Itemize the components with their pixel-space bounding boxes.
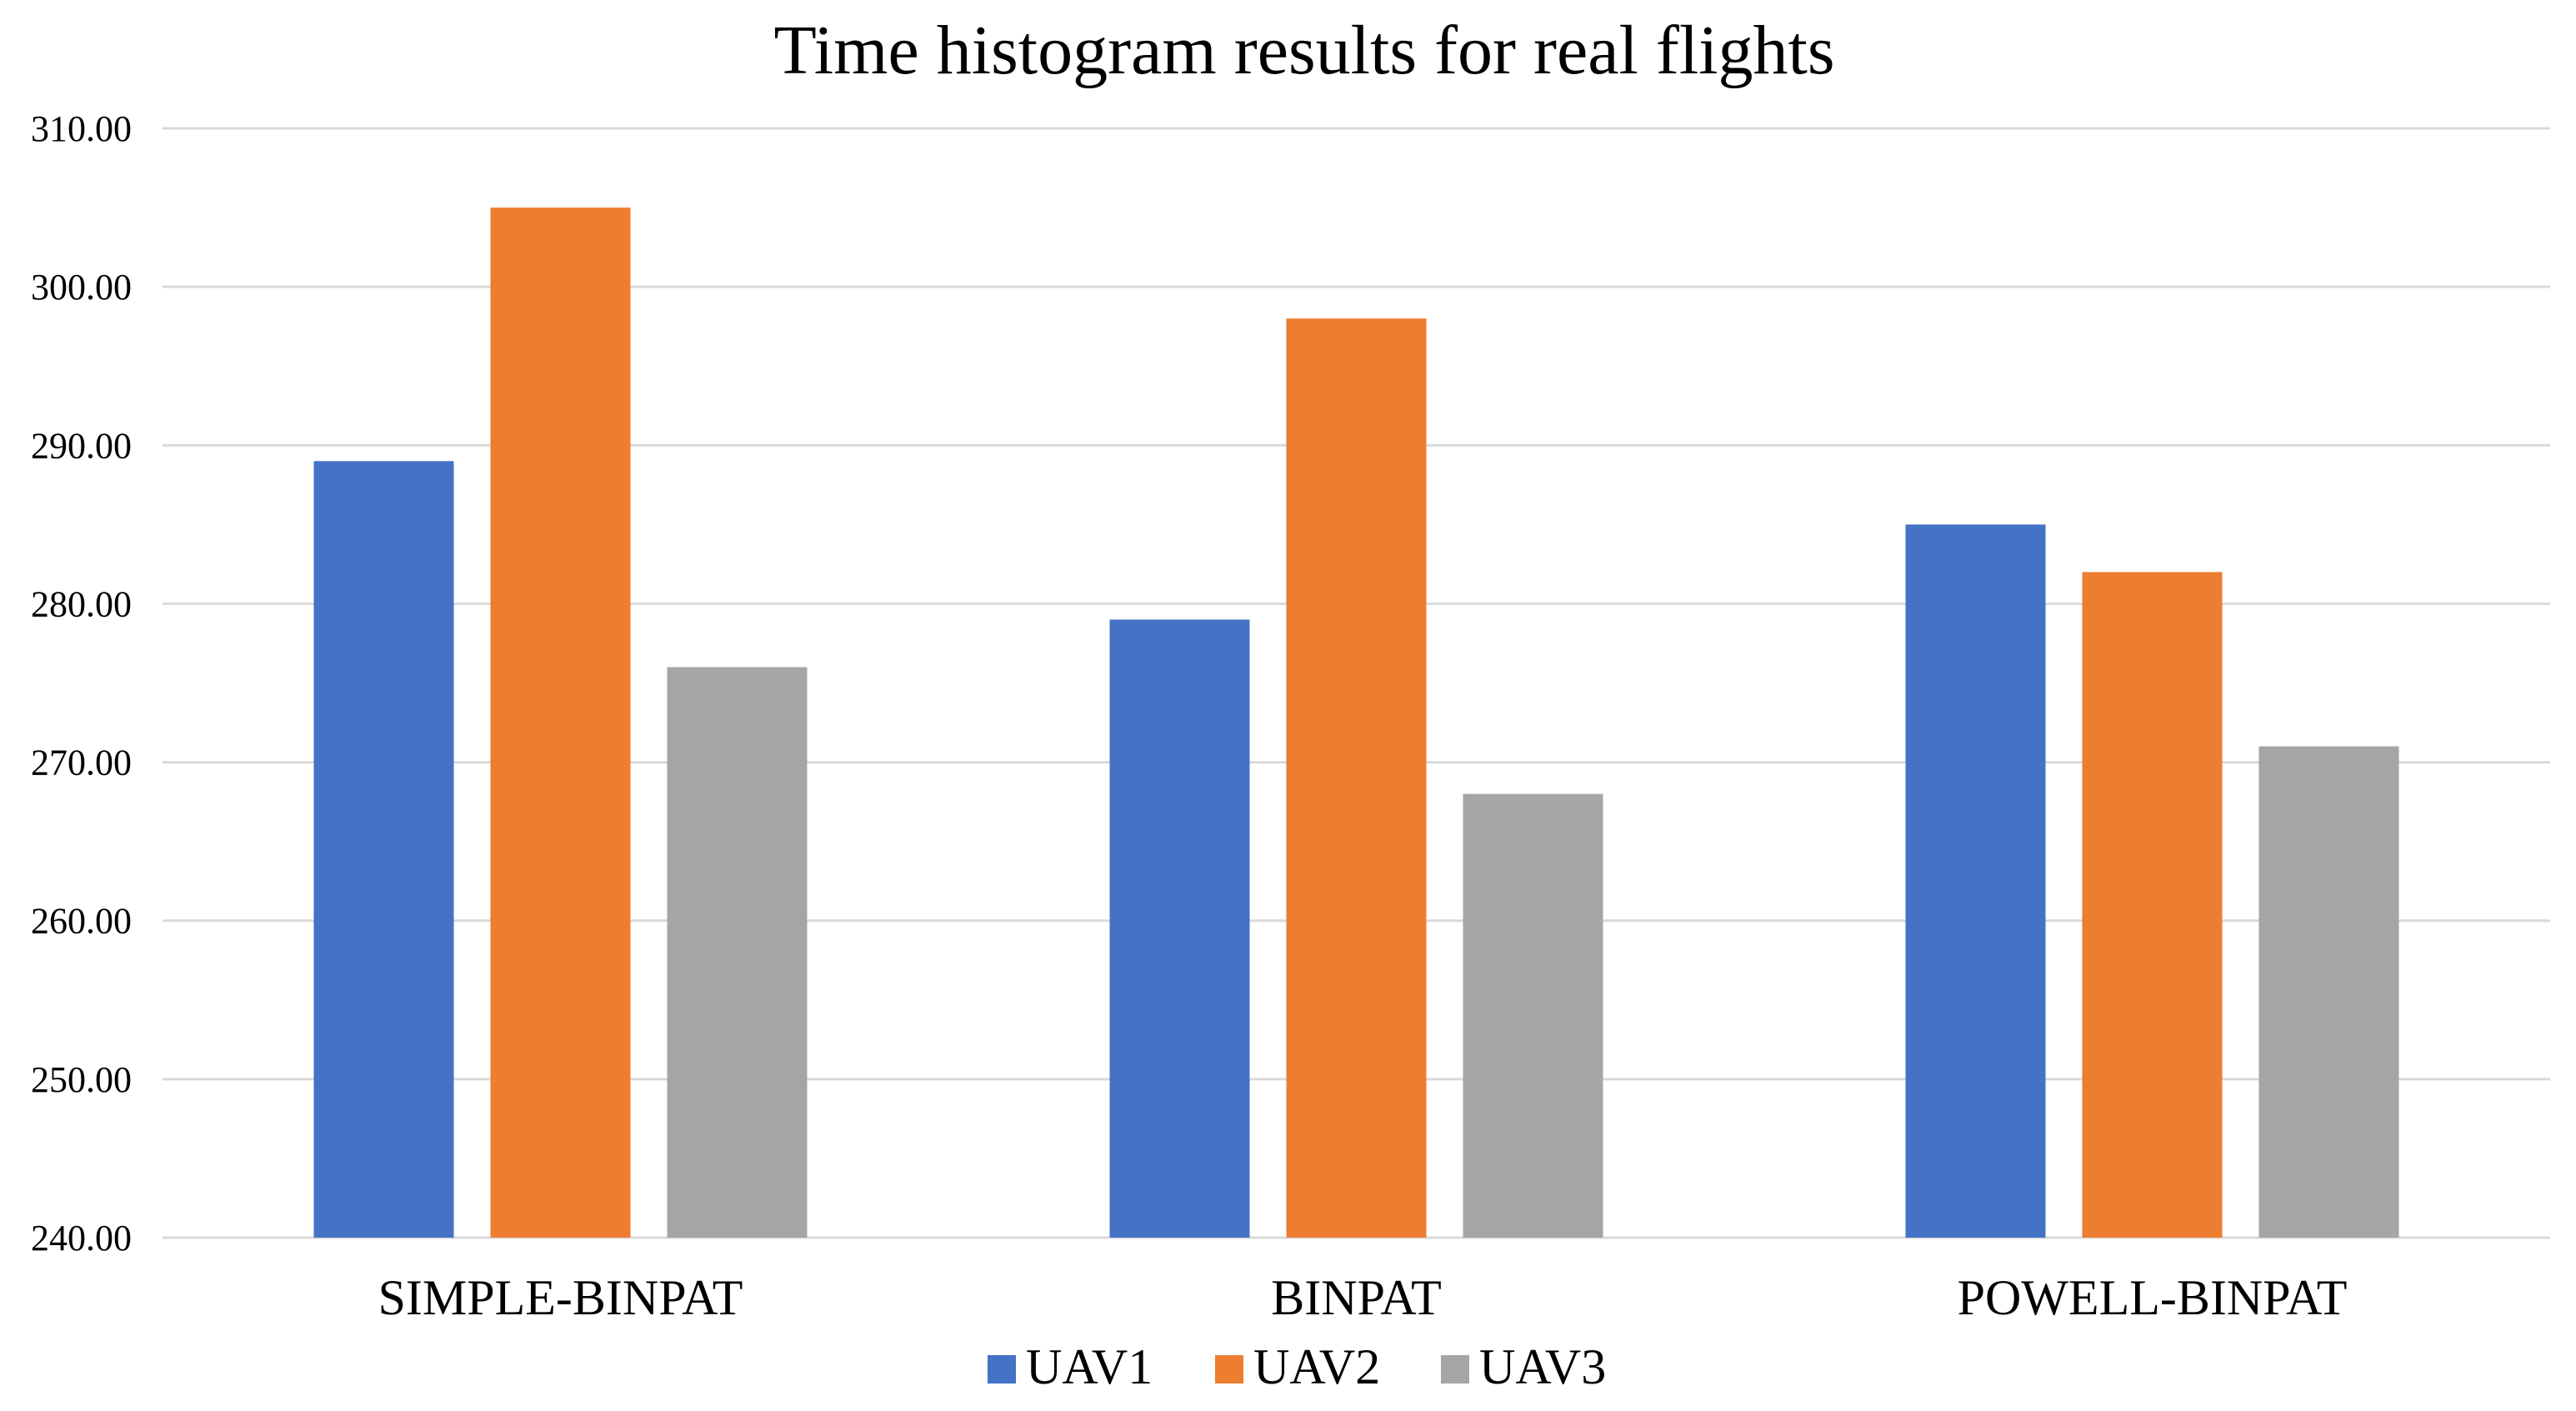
- y-tick-label: 310.00: [31, 108, 132, 149]
- legend-label-uav2: UAV2: [1253, 1339, 1380, 1394]
- y-tick-label: 300.00: [31, 267, 132, 308]
- legend-swatch-uav3: [1441, 1355, 1469, 1383]
- bar-uav3-binpat: [1463, 793, 1603, 1238]
- x-category-label: POWELL-BINPAT: [1958, 1270, 2348, 1325]
- y-tick-label: 290.00: [31, 425, 132, 466]
- bar-uav1-binpat: [1109, 619, 1250, 1238]
- legend-label-uav1: UAV1: [1026, 1339, 1153, 1394]
- chart-title: Time histogram results for real flights: [773, 12, 1834, 89]
- y-tick-label: 260.00: [31, 901, 132, 942]
- bar-uav1-simple-binpat: [313, 461, 454, 1238]
- bar-uav2-binpat: [1286, 318, 1427, 1238]
- legend-label-uav3: UAV3: [1479, 1339, 1606, 1394]
- bar-uav3-simple-binpat: [667, 667, 808, 1238]
- y-axis-tick-labels: 240.00 250.00 260.00 270.00 280.00 290.00 300.…: [31, 108, 132, 1258]
- x-category-label: SIMPLE-BINPAT: [378, 1270, 743, 1325]
- y-tick-label: 240.00: [31, 1218, 132, 1258]
- legend: UAV1 UAV2 UAV3: [988, 1339, 1606, 1394]
- bar-uav1-powell-binpat: [1905, 524, 2046, 1238]
- legend-swatch-uav1: [988, 1355, 1016, 1383]
- legend-swatch-uav2: [1215, 1355, 1243, 1383]
- bar-uav2-powell-binpat: [2082, 572, 2223, 1238]
- bar-uav3-powell-binpat: [2258, 746, 2399, 1238]
- y-tick-label: 270.00: [31, 743, 132, 783]
- x-axis-category-labels: SIMPLE-BINPAT BINPAT POWELL-BINPAT: [378, 1270, 2348, 1325]
- y-tick-label: 280.00: [31, 583, 132, 624]
- bars: [313, 208, 2399, 1238]
- y-tick-label: 250.00: [31, 1059, 132, 1100]
- x-category-label: BINPAT: [1271, 1270, 1442, 1325]
- bar-uav2-simple-binpat: [490, 208, 631, 1238]
